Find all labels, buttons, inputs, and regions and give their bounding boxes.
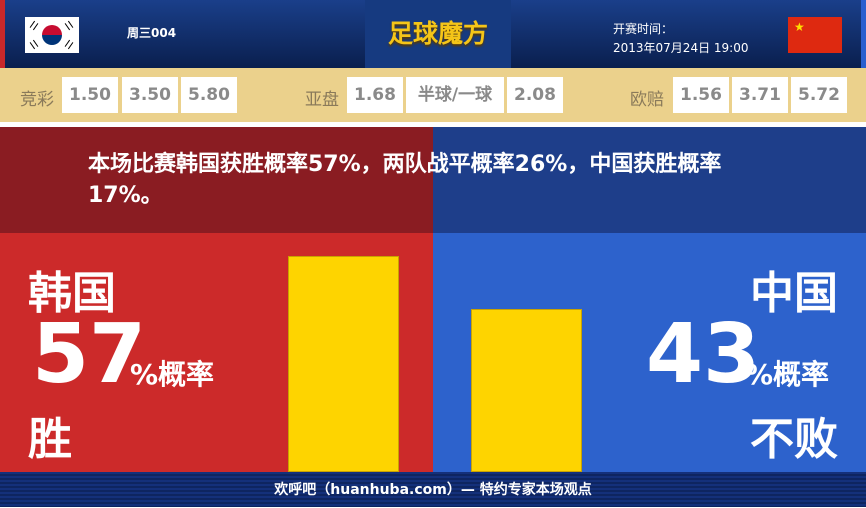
home-percent: 57	[32, 307, 147, 402]
oupei-label: 欧赔	[630, 90, 664, 110]
odds-value: 1.56	[673, 77, 729, 113]
odds-value: 1.50	[62, 77, 118, 113]
logo: 足球魔方	[365, 0, 511, 68]
summary-text: 本场比赛韩国获胜概率57%，两队战平概率26%，中国获胜概率17%。	[88, 152, 722, 208]
south-korea-flag-icon	[25, 17, 79, 53]
footer-credit: 欢呼吧（huanhuba.com）— 特约专家本场观点	[0, 472, 866, 507]
away-probability-bar	[471, 309, 582, 472]
away-unit: %概率	[745, 358, 830, 391]
odds-bar: 竞彩 1.50 3.50 5.80 亚盘 1.68 半球/一球 2.08 欧赔 …	[0, 68, 866, 122]
away-outcome: 不败	[750, 414, 838, 465]
home-unit: %概率	[130, 358, 215, 391]
odds-value: 5.80	[181, 77, 237, 113]
home-probability-bar	[288, 256, 399, 472]
time-label: 开赛时间：	[613, 22, 674, 36]
away-panel: 中国 43 %概率 不败	[433, 233, 866, 472]
away-percent: 43	[646, 307, 761, 402]
summary-panel: 本场比赛韩国获胜概率57%，两队战平概率26%，中国获胜概率17%。	[0, 127, 866, 233]
home-team: 韩国	[28, 268, 116, 319]
yapan-label: 亚盘	[305, 90, 339, 110]
jingcai-label: 竞彩	[20, 90, 54, 110]
match-number: 周三004	[127, 26, 177, 40]
odds-value: 5.72	[791, 77, 847, 113]
home-panel: 韩国 57 %概率 胜	[0, 233, 433, 472]
match-header: 周三004 足球魔方 开赛时间： 2013年07月24日 19:00 ★	[0, 0, 866, 68]
odds-value: 1.68	[347, 77, 403, 113]
kickoff-time: 开赛时间： 2013年07月24日 19:00	[613, 20, 748, 58]
odds-value: 3.71	[732, 77, 788, 113]
odds-value: 半球/一球	[406, 77, 504, 113]
home-outcome: 胜	[28, 414, 72, 465]
china-flag-icon: ★	[788, 17, 842, 53]
odds-value: 2.08	[507, 77, 563, 113]
away-team: 中国	[750, 268, 838, 319]
odds-value: 3.50	[122, 77, 178, 113]
time-value: 2013年07月24日 19:00	[613, 41, 749, 55]
